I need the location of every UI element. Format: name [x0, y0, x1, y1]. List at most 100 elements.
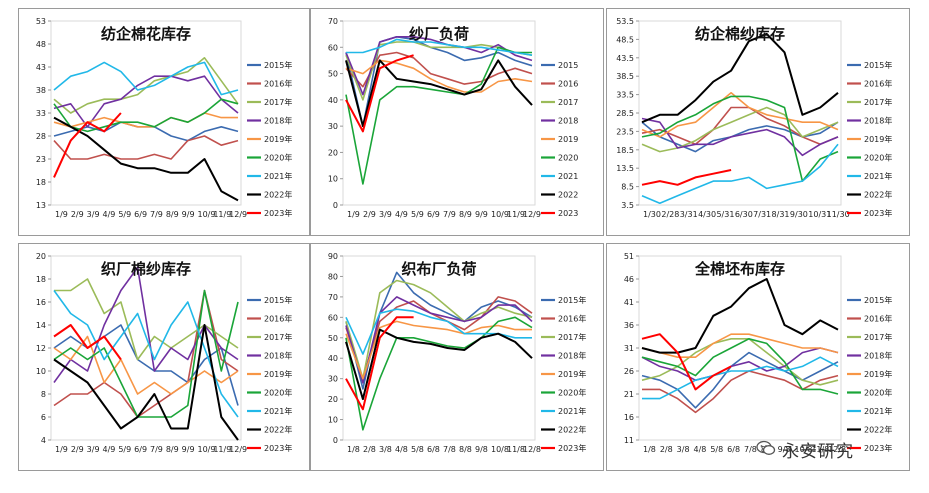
- x-tick-label: 6/8: [727, 445, 740, 454]
- series-line: [54, 278, 239, 361]
- legend-label: 2021年: [864, 171, 892, 181]
- y-tick-label: 18.5: [616, 146, 634, 155]
- x-tick-label: 1/8: [347, 445, 360, 454]
- series-line: [345, 46, 532, 185]
- chart-panel-weaving-yarn-inventory: 4 6 8 10 12 14 16 18 20 1/9 2/9 3/9 4/9 5/9 6/9 7/9 8/9 9…: [18, 243, 310, 471]
- series-line: [53, 98, 239, 133]
- series-line: [346, 38, 533, 56]
- y-tick-label: 48.5: [616, 35, 634, 44]
- x-tick-label: 6/8: [427, 445, 440, 454]
- y-tick-label: 13: [36, 201, 46, 210]
- chart-svg: 1116212631364146511/82/83/84/85/86/87/88…: [624, 252, 893, 454]
- plot-area: [342, 20, 536, 206]
- x-tick-label: 5/31: [716, 210, 734, 219]
- legend-label: 2016年: [264, 79, 292, 89]
- series-line: [345, 59, 533, 128]
- x-tick-label: 4/8: [395, 445, 408, 454]
- chart-panel-cotton-inventory: 13 18 23 28 33 38 43 48 53 1/9 2/9 3/9 4/9 5/9 6/9 7/9 8…: [18, 8, 310, 236]
- legend-label: 2022年: [264, 190, 292, 200]
- y-tick-label: 20: [328, 148, 338, 157]
- series-line: [53, 266, 239, 383]
- chart-title: 织布厂负荷: [401, 260, 476, 278]
- chart-svg: 4 6 8 10 12 14 16 18 20 1/9 2/9 3/9 4/9 5/9 6/9 7/9 8/9 9…: [36, 252, 293, 454]
- chart-svg: 3.5 8.5 13.5 18.5 23.5 28.5 33.5 38.5 43.5 48.5 53…: [616, 17, 892, 219]
- chart-title: 纺企棉纱库存: [695, 25, 785, 43]
- x-tick-label: 8/9: [459, 210, 472, 219]
- series-line: [641, 95, 839, 182]
- x-tick-label: 9/9: [182, 210, 195, 219]
- x-tick-label: 12/9: [229, 210, 247, 219]
- series-line: [641, 117, 839, 157]
- x-tick-label: 8/9: [166, 445, 179, 454]
- x-tick-label: 10/8: [491, 445, 509, 454]
- x-tick-label: 6/9: [134, 210, 147, 219]
- x-tick-label: 8/31: [772, 210, 790, 219]
- x-tick-label: 2/8: [660, 445, 673, 454]
- x-tick-label: 4/8: [694, 445, 707, 454]
- legend-label: 2016年: [558, 314, 586, 324]
- y-tick-label: 30: [328, 122, 338, 131]
- legend-label: 2020年: [864, 153, 892, 163]
- x-tick-label: 11/9: [213, 445, 231, 454]
- legend-label: 2017年: [264, 332, 292, 342]
- y-tick-label: 11: [624, 436, 634, 445]
- legend-label: 2015年: [864, 295, 892, 305]
- series-line: [53, 289, 239, 418]
- x-tick-label: 8/9: [166, 210, 179, 219]
- y-tick-label: 3.5: [621, 201, 634, 210]
- x-tick-label: 4/9: [395, 210, 408, 219]
- chart-svg: 0 10 20 30 40 50 60 70 1/9 2/9 3/9 4/9 5/9 6/9 7/9 8/9 9…: [328, 17, 579, 219]
- chart-title: 纺企棉花库存: [101, 25, 191, 43]
- x-tick-label: 3/8: [379, 445, 392, 454]
- x-tick-label: 10/9: [198, 210, 216, 219]
- legend-label: 2020年: [558, 388, 586, 398]
- chart-panel-yarn-mill-load: 0 10 20 30 40 50 60 70 1/9 2/9 3/9 4/9 5/9 6/9 7/9 8/9 9…: [310, 8, 604, 236]
- series-line: [641, 169, 732, 186]
- x-tick-label: 10/31: [808, 210, 831, 219]
- legend-label: 2015年: [264, 60, 292, 70]
- series-line: [53, 324, 122, 361]
- legend-label: 2019年: [864, 134, 892, 144]
- legend-label: 2021年: [264, 171, 292, 181]
- series-line: [345, 279, 533, 380]
- y-tick-label: 14: [36, 321, 46, 330]
- y-tick-label: 10: [36, 367, 46, 376]
- x-tick-label: 6/9: [427, 210, 440, 219]
- x-tick-label: 7/9: [150, 445, 163, 454]
- x-tick-label: 5/8: [710, 445, 723, 454]
- x-tick-label: 11/9: [507, 210, 525, 219]
- x-tick-label: 3/9: [379, 210, 392, 219]
- series-line: [641, 143, 839, 204]
- series-line: [345, 51, 533, 88]
- series-line: [53, 116, 239, 202]
- y-tick-label: 10: [328, 175, 338, 184]
- x-tick-label: 9/8: [475, 445, 488, 454]
- legend-label: 2021: [558, 172, 578, 181]
- x-tick-label: 12/9: [229, 445, 247, 454]
- x-tick-label: 2/9: [71, 210, 84, 219]
- y-tick-label: 33: [36, 109, 46, 118]
- series-line: [345, 316, 414, 411]
- y-tick-label: 20: [36, 252, 46, 261]
- x-tick-label: 5/9: [118, 445, 131, 454]
- y-tick-label: 28: [36, 132, 46, 141]
- x-tick-label: 12/8: [523, 445, 541, 454]
- series-line: [53, 335, 239, 395]
- y-tick-label: 60: [328, 313, 338, 322]
- series-line: [53, 135, 239, 160]
- x-tick-label: 3/9: [87, 445, 100, 454]
- x-tick-label: 1/9: [55, 445, 68, 454]
- series-line: [345, 328, 533, 401]
- legend-label: 2017年: [264, 97, 292, 107]
- chart-svg: 13 18 23 28 33 38 43 48 53 1/9 2/9 3/9 4/9 5/9 6/9 7/9 8…: [36, 17, 293, 219]
- legend-label: 2016年: [864, 79, 892, 89]
- x-tick-label: 8/8: [459, 445, 472, 454]
- legend-label: 2017年: [558, 332, 586, 342]
- series-line: [641, 347, 839, 381]
- legend-label: 2023年: [864, 208, 892, 218]
- y-tick-label: 33.5: [616, 91, 634, 100]
- y-tick-label: 51: [624, 252, 634, 261]
- series-line: [641, 338, 839, 386]
- legend-label: 2015年: [864, 60, 892, 70]
- legend-label: 2021年: [264, 406, 292, 416]
